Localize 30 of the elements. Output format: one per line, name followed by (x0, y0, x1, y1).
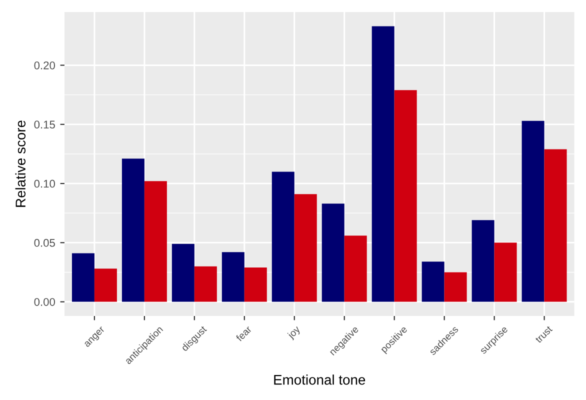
bar (294, 194, 317, 302)
bar (322, 204, 344, 302)
bar (272, 172, 294, 302)
bar (394, 90, 417, 302)
bar (544, 149, 567, 302)
bar (522, 120, 544, 302)
y-tick-label: 0.05 (34, 238, 55, 247)
x-axis-title: Emotional tone (274, 374, 366, 385)
y-axis-title: Relative score (15, 120, 26, 207)
y-tick-label: 0.10 (34, 180, 55, 188)
bar (194, 266, 217, 302)
y-tick-label: 0.15 (34, 120, 55, 129)
bar (372, 26, 394, 302)
bar (444, 272, 467, 302)
bar (244, 268, 267, 302)
bar (344, 236, 367, 302)
bar (172, 244, 194, 302)
bar (122, 158, 144, 302)
bar (422, 262, 444, 302)
bar (94, 268, 117, 302)
x-tick-label: fear (235, 325, 252, 342)
bar (144, 181, 167, 302)
bar (72, 253, 94, 302)
bar (222, 252, 244, 302)
y-tick-label: 0.20 (34, 61, 55, 70)
x-tick-label: trust (535, 326, 553, 344)
bar (494, 242, 517, 302)
bar (472, 220, 494, 302)
y-tick-label: 0.00 (34, 298, 55, 306)
x-tick-label: joy (286, 325, 302, 340)
